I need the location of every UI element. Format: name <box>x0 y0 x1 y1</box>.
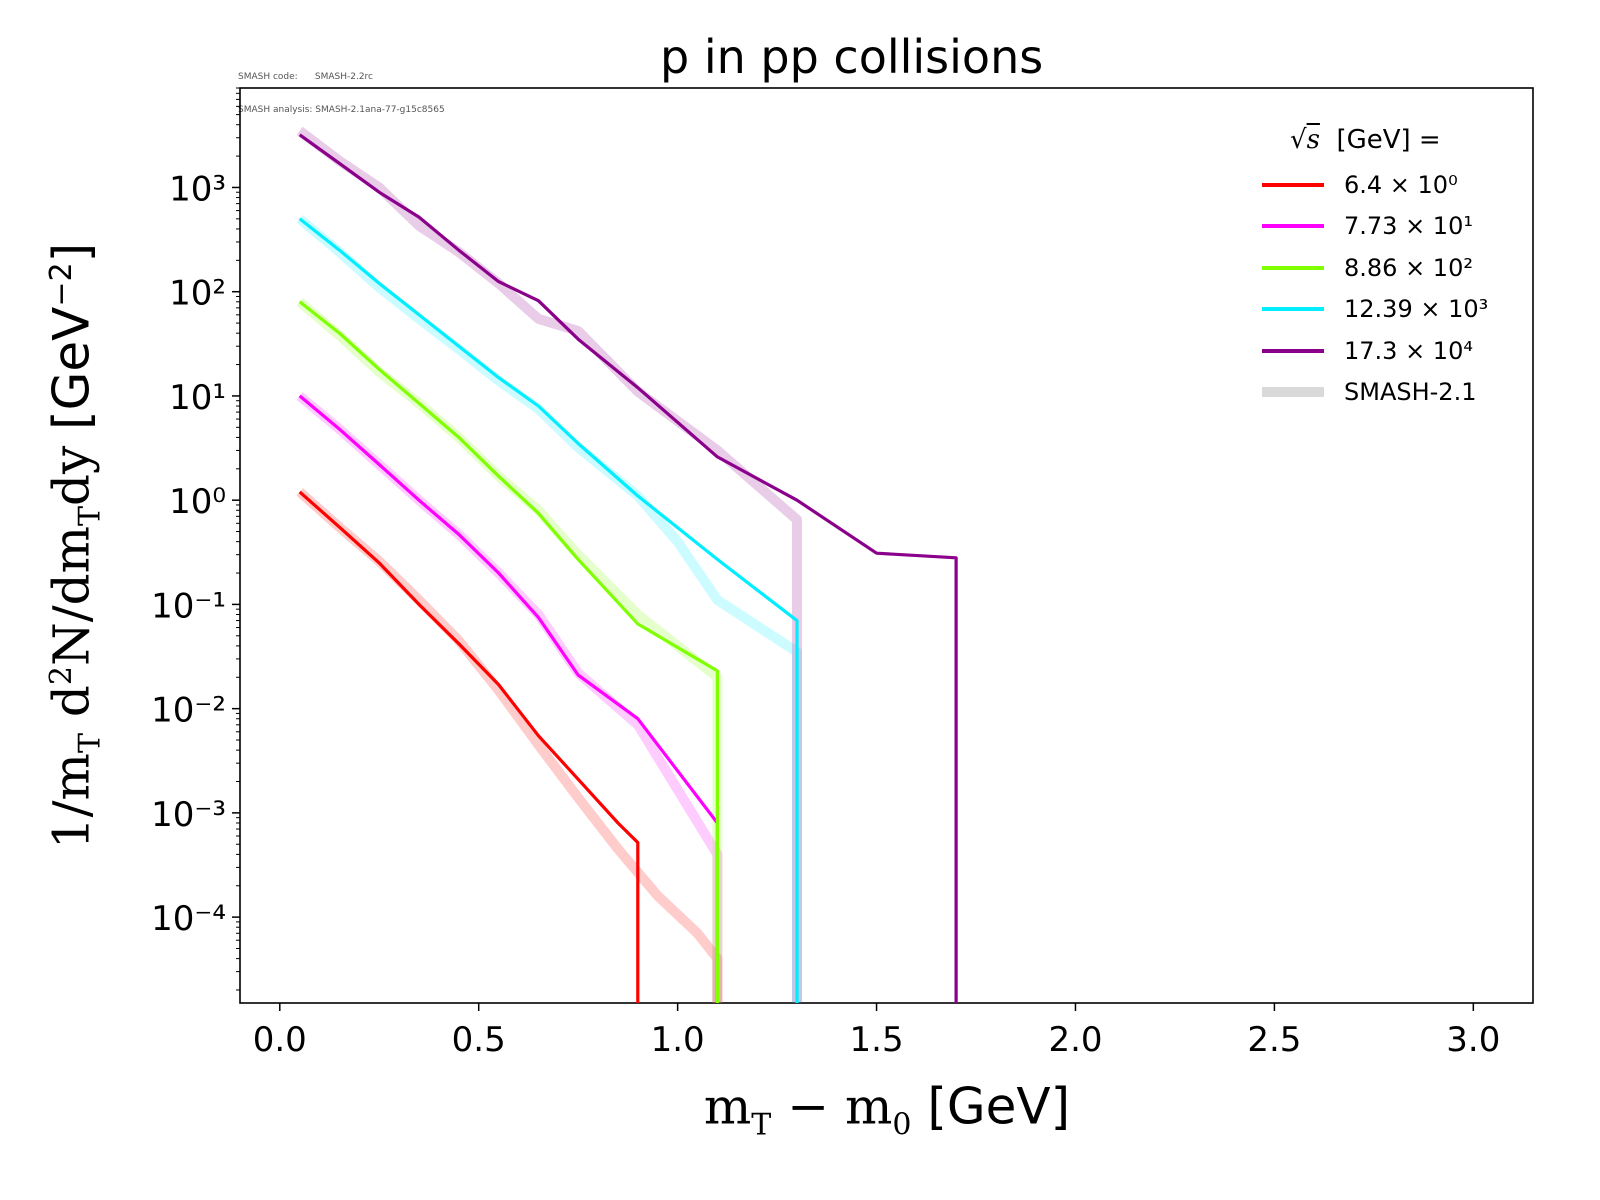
legend-title: √s [GeV] = <box>1290 125 1441 155</box>
legend-entry: SMASH-2.1 <box>1250 372 1488 414</box>
legend-label: SMASH-2.1 <box>1344 378 1477 407</box>
legend-entry: 8.86 × 10² <box>1250 247 1488 289</box>
legend-items: 6.4 × 10⁰ 7.73 × 10¹ 8.86 × 10² 12.39 × 10³… <box>1250 164 1488 413</box>
chart-title: p in pp collisions <box>660 30 1044 84</box>
y-tick-label: 10⁻² <box>151 691 226 731</box>
series-line <box>298 394 720 1003</box>
legend-label: 17.3 × 10⁴ <box>1344 336 1473 365</box>
y-tick-label: 10² <box>169 274 226 314</box>
y-tick-label: 10⁻⁴ <box>151 899 226 939</box>
y-tick-label: 10¹ <box>169 378 226 418</box>
x-tick-label: 2.0 <box>1048 1020 1102 1060</box>
series-line <box>298 490 640 1003</box>
legend-swatch <box>1262 224 1324 229</box>
legend-label: 6.4 × 10⁰ <box>1344 170 1458 199</box>
reference-curve <box>296 214 802 1003</box>
series-line <box>298 217 799 1003</box>
reference-curve <box>296 126 802 1003</box>
y-tick-label: 10⁻³ <box>151 795 226 835</box>
y-axis-label: 1/mT d2N/dmTdy [GeV−2] <box>42 242 108 850</box>
legend-swatch <box>1262 348 1324 353</box>
legend-label: 12.39 × 10³ <box>1344 295 1489 324</box>
legend-swatch <box>1262 265 1324 270</box>
legend-label: 8.86 × 10² <box>1344 253 1473 282</box>
x-axis-label: mT − m0 [GeV] <box>703 1077 1071 1143</box>
plot-frame <box>239 87 1534 1004</box>
smash-analysis-line: SMASH analysis: SMASH-2.1ana-77-g15c8565 <box>238 105 445 115</box>
series-line <box>298 300 720 1003</box>
legend-entry: 17.3 × 10⁴ <box>1250 330 1488 372</box>
legend-entry: 7.73 × 10¹ <box>1250 206 1488 248</box>
y-tick-label: 10⁰ <box>169 482 226 522</box>
smash-code-line: SMASH code: SMASH-2.2rc <box>238 72 374 82</box>
legend: √s [GeV] = 6.4 × 10⁰ 7.73 × 10¹ 8.86 × 10²… <box>1250 116 1488 413</box>
series-line <box>298 133 958 1003</box>
legend-label: 7.73 × 10¹ <box>1344 212 1473 241</box>
y-tick-label: 10³ <box>169 169 226 209</box>
y-tick-label: 10⁻¹ <box>151 586 226 626</box>
x-tick-label: 1.0 <box>651 1020 705 1060</box>
x-tick-label: 2.5 <box>1247 1020 1301 1060</box>
x-tick-label: 0.0 <box>253 1020 307 1060</box>
legend-swatch <box>1262 307 1324 312</box>
legend-entry: 12.39 × 10³ <box>1250 289 1488 331</box>
x-tick-label: 3.0 <box>1446 1020 1500 1060</box>
smash-code-note: SMASH code: SMASH-2.2rc SMASH analysis: … <box>238 50 445 127</box>
x-tick-label: 0.5 <box>452 1020 506 1060</box>
x-tick-label: 1.5 <box>850 1020 904 1060</box>
legend-swatch <box>1262 387 1324 398</box>
legend-entry: 6.4 × 10⁰ <box>1250 164 1488 206</box>
legend-swatch <box>1262 182 1324 187</box>
